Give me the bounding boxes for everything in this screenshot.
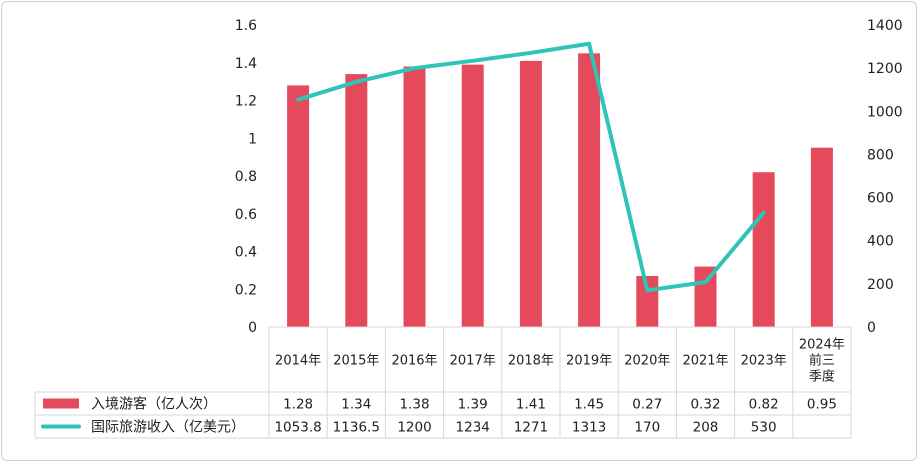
table-cell-income: 208 (693, 420, 719, 436)
table-cell-visitors: 0.32 (690, 397, 720, 413)
table-cell-visitors: 1.39 (458, 397, 488, 413)
bar-2019年 (578, 53, 600, 327)
left-axis-tick-label: 0.4 (235, 245, 257, 261)
table-cell-income: 530 (751, 420, 777, 436)
table-cell-income: 1271 (514, 420, 548, 436)
right-axis-tick-label: 1200 (867, 61, 903, 77)
table-cell-visitors: 1.34 (341, 397, 371, 413)
table-cell-visitors: 1.41 (516, 397, 546, 413)
table-cell-visitors: 0.95 (807, 397, 837, 413)
category-label: 2018年 (508, 354, 554, 369)
category-label: 2023年 (741, 354, 787, 369)
category-label: 2016年 (391, 354, 437, 369)
left-axis-tick-label: 1 (248, 131, 257, 147)
legend-swatch-visitors (43, 399, 79, 409)
left-axis-tick-label: 0.8 (235, 169, 257, 185)
left-axis-tick-label: 1.6 (235, 18, 257, 34)
bar-2015年 (345, 74, 367, 327)
table-cell-visitors: 1.45 (574, 397, 604, 413)
left-axis-tick-label: 0.2 (235, 282, 257, 298)
category-label: 2024年 (799, 338, 845, 353)
table-cell-visitors: 1.28 (283, 397, 313, 413)
table-cell-income: 170 (634, 420, 660, 436)
left-axis-tick-label: 0.6 (235, 207, 257, 223)
table-cell-income: 1053.8 (274, 420, 321, 436)
legend-label-visitors: 入境游客（亿人次） (91, 396, 217, 413)
left-axis-tick-label: 1.4 (235, 56, 257, 72)
category-label: 2021年 (682, 354, 728, 369)
left-axis-tick-label: 1.2 (235, 94, 257, 110)
right-axis-tick-label: 1400 (867, 18, 903, 34)
bar-2014年 (287, 85, 309, 327)
right-axis-tick-label: 0 (867, 320, 876, 336)
category-label: 季度 (809, 369, 835, 385)
right-axis-tick-label: 600 (867, 191, 894, 207)
category-label: 2014年 (275, 354, 321, 369)
left-axis-tick-label: 0 (248, 320, 257, 336)
table-cell-visitors: 1.38 (399, 397, 429, 413)
table-cell-income: 1136.5 (333, 420, 380, 436)
bar-2024年前三季度 (811, 148, 833, 327)
category-label: 2017年 (450, 354, 496, 369)
table-cell-income: 1200 (397, 420, 431, 436)
bar-2017年 (462, 65, 484, 327)
right-axis-tick-label: 400 (867, 234, 894, 250)
category-label: 2019年 (566, 354, 612, 369)
table-cell-income: 1234 (456, 420, 490, 436)
right-axis-tick-label: 200 (867, 277, 894, 293)
right-axis-tick-label: 800 (867, 147, 894, 163)
category-label: 2015年 (333, 354, 379, 369)
table-cell-income: 1313 (572, 420, 606, 436)
right-axis-tick-label: 1000 (867, 104, 903, 120)
category-label: 2020年 (624, 354, 670, 369)
legend-label-income: 国际旅游收入（亿美元） (91, 420, 245, 436)
table-cell-visitors: 0.82 (749, 397, 779, 413)
category-label: 前三 (809, 353, 835, 369)
table-cell-visitors: 0.27 (632, 397, 662, 413)
bar-2018年 (520, 61, 542, 327)
bar-2023年 (753, 172, 775, 327)
bar-2016年 (404, 67, 426, 327)
